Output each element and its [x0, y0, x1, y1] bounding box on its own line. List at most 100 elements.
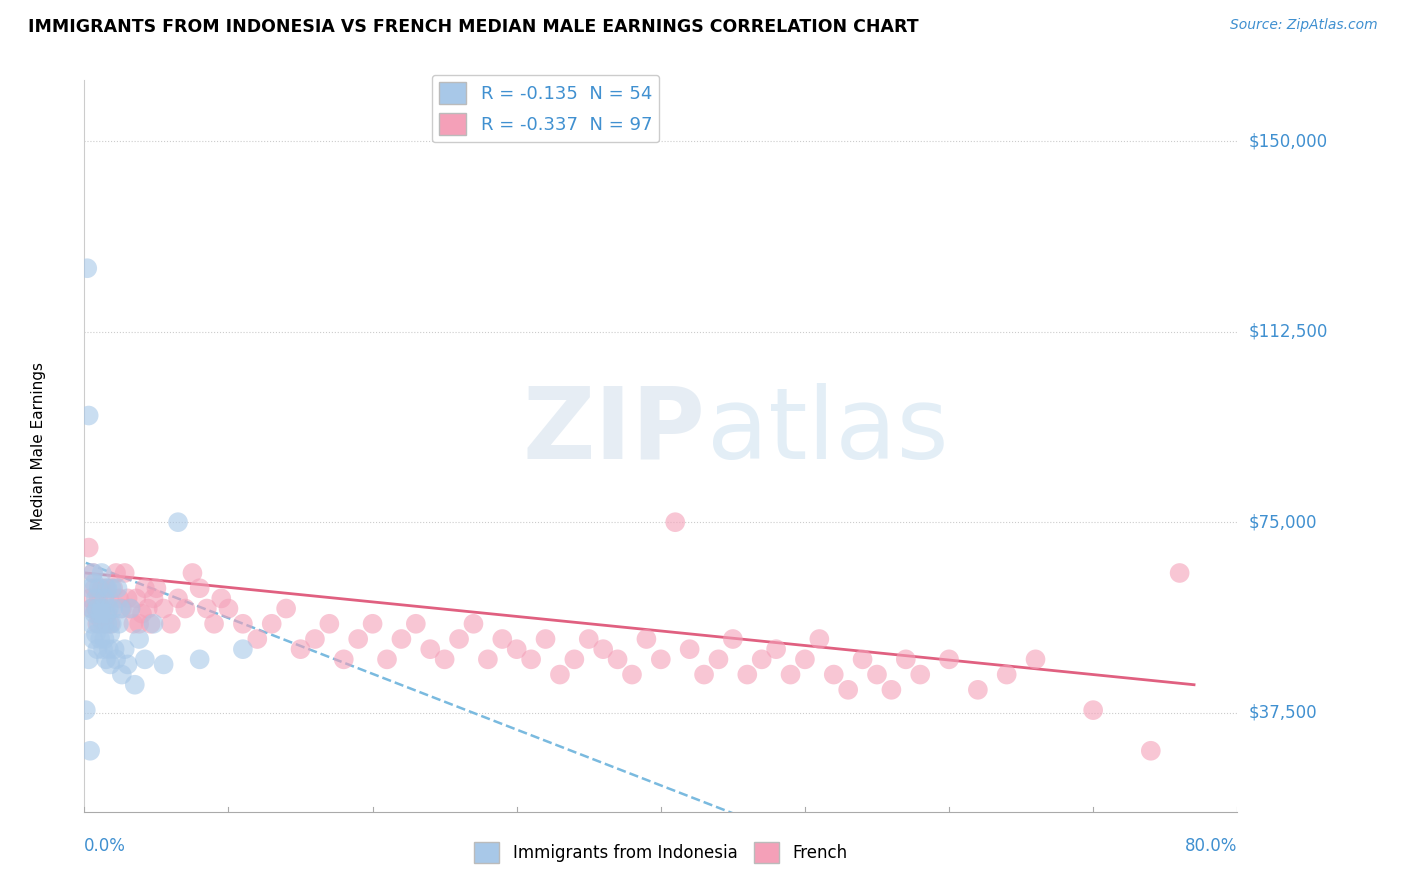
Point	[938, 652, 960, 666]
Point	[794, 652, 817, 666]
Point	[90, 581, 112, 595]
Point	[80, 601, 103, 615]
Point	[103, 581, 124, 595]
Point	[79, 744, 101, 758]
Point	[995, 667, 1018, 681]
Point	[89, 632, 111, 646]
Point	[93, 591, 115, 606]
Point	[89, 612, 111, 626]
Point	[108, 616, 131, 631]
Point	[142, 616, 165, 631]
Point	[779, 667, 801, 681]
Point	[136, 601, 159, 615]
Point	[86, 616, 108, 631]
Point	[75, 703, 97, 717]
Point	[134, 581, 156, 595]
Point	[87, 616, 110, 631]
Point	[111, 601, 134, 615]
Point	[124, 678, 146, 692]
Point	[375, 652, 398, 666]
Point	[107, 581, 129, 595]
Point	[650, 652, 672, 666]
Point	[97, 591, 120, 606]
Point	[967, 682, 990, 697]
Point	[91, 616, 114, 631]
Point	[77, 541, 100, 555]
Point	[823, 667, 845, 681]
Point	[188, 652, 211, 666]
Text: 0.0%: 0.0%	[84, 837, 127, 855]
Point	[520, 652, 543, 666]
Text: 80.0%: 80.0%	[1185, 837, 1237, 855]
Text: $37,500: $37,500	[1249, 704, 1317, 722]
Point	[506, 642, 529, 657]
Point	[592, 642, 614, 657]
Point	[98, 627, 121, 641]
Point	[751, 652, 773, 666]
Point	[318, 616, 340, 631]
Point	[117, 657, 139, 672]
Point	[122, 616, 145, 631]
Point	[621, 667, 644, 681]
Point	[808, 632, 831, 646]
Point	[104, 642, 127, 657]
Point	[128, 616, 150, 631]
Point	[534, 632, 557, 646]
Point	[125, 591, 148, 606]
Text: Median Male Earnings: Median Male Earnings	[31, 362, 46, 530]
Point	[707, 652, 730, 666]
Point	[419, 642, 441, 657]
Point	[276, 601, 298, 615]
Point	[86, 601, 108, 615]
Point	[737, 667, 759, 681]
Point	[564, 652, 586, 666]
Point	[347, 632, 370, 646]
Point	[96, 616, 118, 631]
Point	[152, 601, 174, 615]
Text: atlas: atlas	[707, 383, 949, 480]
Point	[105, 566, 128, 580]
Point	[128, 632, 150, 646]
Point	[83, 607, 105, 621]
Point	[93, 616, 115, 631]
Point	[79, 581, 101, 595]
Text: $150,000: $150,000	[1249, 132, 1327, 150]
Point	[80, 601, 103, 615]
Point	[880, 682, 903, 697]
Text: ZIP: ZIP	[523, 383, 706, 480]
Point	[139, 616, 162, 631]
Point	[1140, 744, 1163, 758]
Point	[103, 601, 124, 615]
Point	[94, 652, 117, 666]
Point	[679, 642, 702, 657]
Point	[76, 261, 98, 276]
Point	[463, 616, 485, 631]
Point	[333, 652, 356, 666]
Point	[120, 601, 142, 615]
Point	[304, 632, 326, 646]
Point	[361, 616, 384, 631]
Point	[96, 581, 118, 595]
Point	[86, 642, 108, 657]
Point	[232, 642, 254, 657]
Point	[89, 607, 111, 621]
Point	[98, 657, 121, 672]
Point	[290, 642, 312, 657]
Point	[114, 642, 136, 657]
Point	[1168, 566, 1191, 580]
Point	[188, 581, 211, 595]
Point	[837, 682, 859, 697]
Point	[100, 616, 122, 631]
Point	[82, 632, 104, 646]
Point	[765, 642, 787, 657]
Point	[91, 642, 114, 657]
Text: $75,000: $75,000	[1249, 513, 1317, 532]
Point	[87, 591, 110, 606]
Point	[636, 632, 658, 646]
Point	[90, 601, 112, 615]
Point	[77, 652, 100, 666]
Point	[852, 652, 875, 666]
Point	[167, 591, 190, 606]
Point	[97, 642, 120, 657]
Point	[606, 652, 628, 666]
